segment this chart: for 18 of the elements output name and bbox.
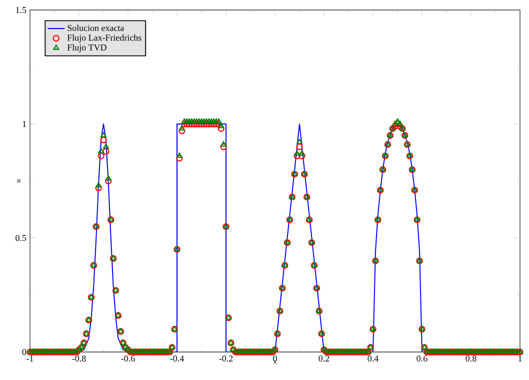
x-tick-label: 0.2 xyxy=(318,356,330,362)
y-tick-label: 0 xyxy=(22,348,26,356)
x-tick-label: 1 xyxy=(518,356,522,362)
x-tick-label: -0.2 xyxy=(219,356,233,362)
x-tick-label: -1 xyxy=(26,356,34,362)
x-tick-label: -0.4 xyxy=(170,356,184,362)
x-tick-label: -0.6 xyxy=(121,356,135,362)
x-tick-label: 0 xyxy=(273,356,277,362)
legend-label: Solucion exacta xyxy=(68,24,124,32)
y-tick-label: 0.5 xyxy=(16,234,26,242)
y-tick-label: 1 xyxy=(22,121,26,127)
legend-label: Flujo Lax-Friedrichs xyxy=(67,34,142,43)
x-tick-label: 0.6 xyxy=(416,356,428,362)
legend-label: Flujo TVD xyxy=(67,44,106,52)
x-tick-label: 0.8 xyxy=(466,356,476,362)
y-tick-label: 1.5 xyxy=(16,6,26,14)
x-tick-label: 0.4 xyxy=(368,356,378,362)
x-tick-label: -0.8 xyxy=(72,356,86,362)
